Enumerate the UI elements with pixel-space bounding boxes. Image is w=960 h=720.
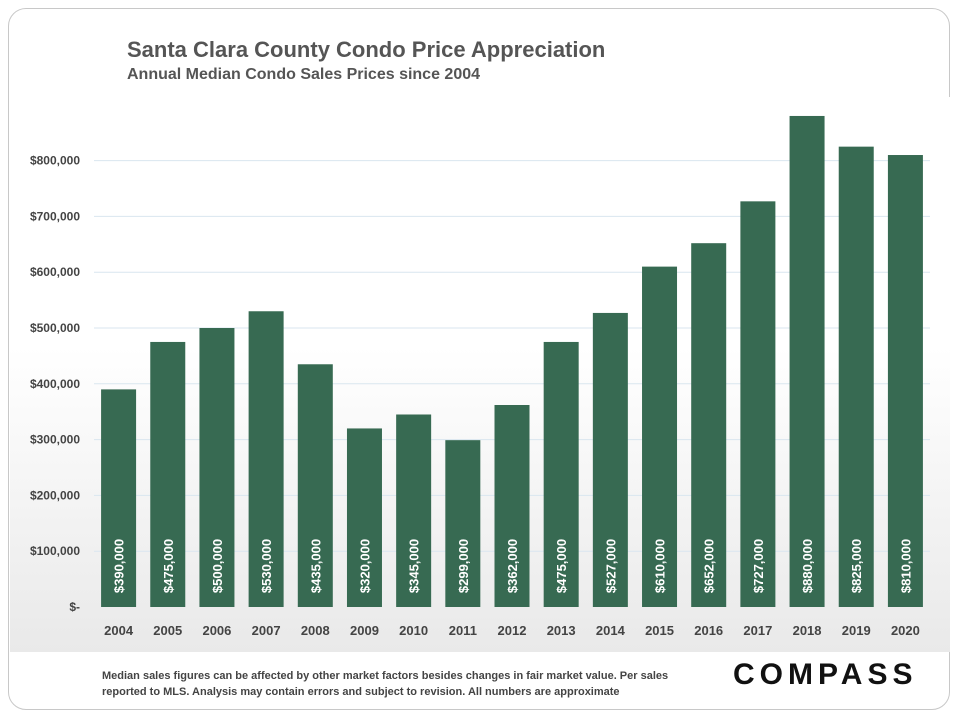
data-label: $345,000: [407, 539, 422, 593]
bar: [691, 243, 727, 607]
data-label: $475,000: [161, 539, 176, 593]
x-tick-label: 2020: [891, 623, 920, 638]
bar: [346, 428, 382, 607]
x-tick-label: 2018: [793, 623, 822, 638]
bar: [445, 440, 481, 607]
data-label: $810,000: [898, 539, 913, 593]
bar: [101, 389, 137, 607]
bar: [887, 155, 923, 607]
data-label: $610,000: [653, 539, 668, 593]
chart-title: Santa Clara County Condo Price Appreciat…: [127, 37, 606, 62]
y-tick-label: $300,000: [30, 433, 80, 447]
y-tick-label: $700,000: [30, 209, 80, 223]
y-tick-label: $100,000: [30, 544, 80, 558]
y-tick-label: $200,000: [30, 488, 80, 502]
bar: [150, 341, 186, 607]
footnote: Median sales figures can be affected by …: [102, 670, 669, 698]
x-tick-label: 2007: [252, 623, 281, 638]
bar: [494, 405, 530, 607]
x-tick-label: 2016: [694, 623, 723, 638]
y-tick-label: $600,000: [30, 265, 80, 279]
bar: [642, 266, 678, 607]
x-tick-label: 2012: [498, 623, 527, 638]
data-label: $652,000: [702, 539, 717, 593]
x-tick-label: 2004: [104, 623, 134, 638]
data-label: $390,000: [112, 539, 127, 593]
bar: [297, 364, 333, 607]
bar: [838, 146, 874, 607]
x-tick-label: 2011: [449, 623, 477, 638]
chart-subtitle: Annual Median Condo Sales Prices since 2…: [127, 66, 481, 83]
y-tick-label: $-: [69, 600, 80, 614]
bar: [199, 328, 235, 607]
compass-logo: COMPASS: [733, 658, 918, 691]
data-label: $299,000: [456, 539, 471, 593]
data-label: $527,000: [603, 539, 618, 593]
x-tick-label: 2015: [645, 623, 674, 638]
bar: [543, 341, 579, 607]
bar: [248, 311, 284, 607]
x-tick-label: 2019: [842, 623, 871, 638]
data-label: $727,000: [751, 539, 766, 593]
data-label: $500,000: [210, 539, 225, 593]
data-label: $320,000: [357, 539, 372, 593]
x-tick-label: 2017: [743, 623, 772, 638]
y-tick-label: $500,000: [30, 321, 80, 335]
bar: [789, 115, 825, 608]
bar: [396, 414, 432, 607]
x-tick-label: 2006: [202, 623, 231, 638]
y-tick-label: $400,000: [30, 377, 80, 391]
data-label: $825,000: [849, 539, 864, 593]
bar: [592, 312, 628, 607]
x-tick-label: 2013: [547, 623, 576, 638]
data-label: $530,000: [259, 539, 274, 593]
x-tick-label: 2005: [153, 623, 182, 638]
bar: [740, 201, 776, 608]
data-label: $362,000: [505, 539, 520, 593]
y-tick-label: $800,000: [30, 154, 80, 168]
data-label: $475,000: [554, 539, 569, 593]
data-label: $435,000: [308, 539, 323, 593]
x-tick-label: 2014: [596, 623, 626, 638]
data-label: $880,000: [800, 539, 815, 593]
x-tick-label: 2010: [399, 623, 428, 638]
x-tick-label: 2009: [350, 623, 379, 638]
x-tick-label: 2008: [301, 623, 330, 638]
